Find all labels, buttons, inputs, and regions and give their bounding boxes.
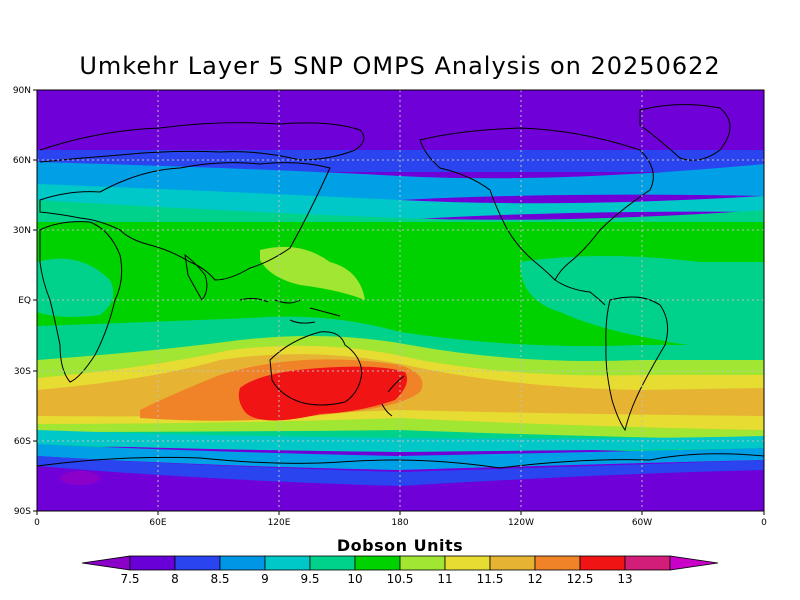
colorbar-label: 10	[347, 572, 362, 586]
colorbar-label: 9	[261, 572, 269, 586]
colorbar-label: 8	[171, 572, 179, 586]
colorbar-swatch	[354, 555, 401, 571]
lon-label: 0	[34, 518, 40, 528]
sea-islands	[239, 297, 341, 324]
colorbar-label: 8.5	[210, 572, 229, 586]
colorbar-arrow-high	[669, 555, 719, 571]
patch-lightgreen-asia	[260, 246, 365, 300]
colorbar-swatch	[309, 555, 356, 571]
colorbar-swatch	[624, 555, 671, 571]
colorbar-label: 11.5	[477, 572, 504, 586]
patch-south-magenta	[60, 471, 100, 485]
lon-label: 0	[761, 518, 767, 528]
india-outline	[184, 253, 208, 301]
colorbar-label: 11	[437, 572, 452, 586]
colorbar-swatch	[219, 555, 266, 571]
colorbar-swatch	[534, 555, 581, 571]
colorbar-label: 9.5	[300, 572, 319, 586]
colorbar-swatch	[444, 555, 491, 571]
graticule	[37, 90, 764, 511]
colorbar-swatch	[579, 555, 626, 571]
colorbar-label: 12	[527, 572, 542, 586]
lat-label: 90S	[14, 507, 31, 517]
lat-labels: 90N 60N 30N EQ 30S 60S 90S	[13, 86, 31, 517]
lon-labels: 0 60E 120E 180 120W 60W 0	[34, 518, 767, 528]
antarctica-outline	[37, 453, 764, 469]
eurasia-outline	[39, 162, 331, 281]
colorbar-label: 10.5	[387, 572, 414, 586]
lat-label: 60N	[13, 156, 31, 166]
central-america	[554, 279, 606, 306]
colorbar-swatch	[489, 555, 536, 571]
colorbar-swatch	[129, 555, 176, 571]
patch-tropical-teal-west	[37, 258, 114, 317]
colorbar-arrow-low	[81, 555, 131, 571]
lat-label: 30S	[14, 367, 31, 377]
colorbar-swatch	[399, 555, 446, 571]
lat-label: 60S	[14, 437, 31, 447]
north-asia-coast	[39, 122, 365, 163]
north-america-outline	[419, 127, 654, 281]
australia-outline	[269, 331, 363, 406]
lon-label: 60E	[149, 518, 166, 528]
lon-label: 180	[391, 518, 408, 528]
lon-label: 60W	[632, 518, 652, 528]
lon-label: 120W	[508, 518, 534, 528]
coastlines	[37, 103, 764, 469]
colorbar-swatch	[264, 555, 311, 571]
africa-outline	[39, 221, 123, 383]
new-zealand-outline	[381, 375, 405, 417]
lat-label: 90N	[13, 86, 31, 96]
greenland-outline	[639, 103, 731, 161]
colorbar: 7.5 8 8.5 9 9.5 10 10.5 11 11.5 12 12.5 13	[81, 555, 719, 586]
lat-label: EQ	[18, 296, 31, 306]
lat-label: 30N	[13, 226, 31, 236]
map-title: Umkehr Layer 5 SNP OMPS Analysis on 2025…	[79, 52, 721, 80]
colorbar-swatch	[174, 555, 221, 571]
colorbar-label: 7.5	[120, 572, 139, 586]
patch-red-max	[238, 366, 408, 421]
lon-label: 120E	[268, 518, 291, 528]
band-south-blue	[37, 456, 764, 486]
colorbar-label: 13	[617, 572, 632, 586]
south-america-outline	[605, 296, 669, 432]
colorbar-title: Dobson Units	[336, 536, 464, 555]
colorbar-label: 12.5	[567, 572, 594, 586]
